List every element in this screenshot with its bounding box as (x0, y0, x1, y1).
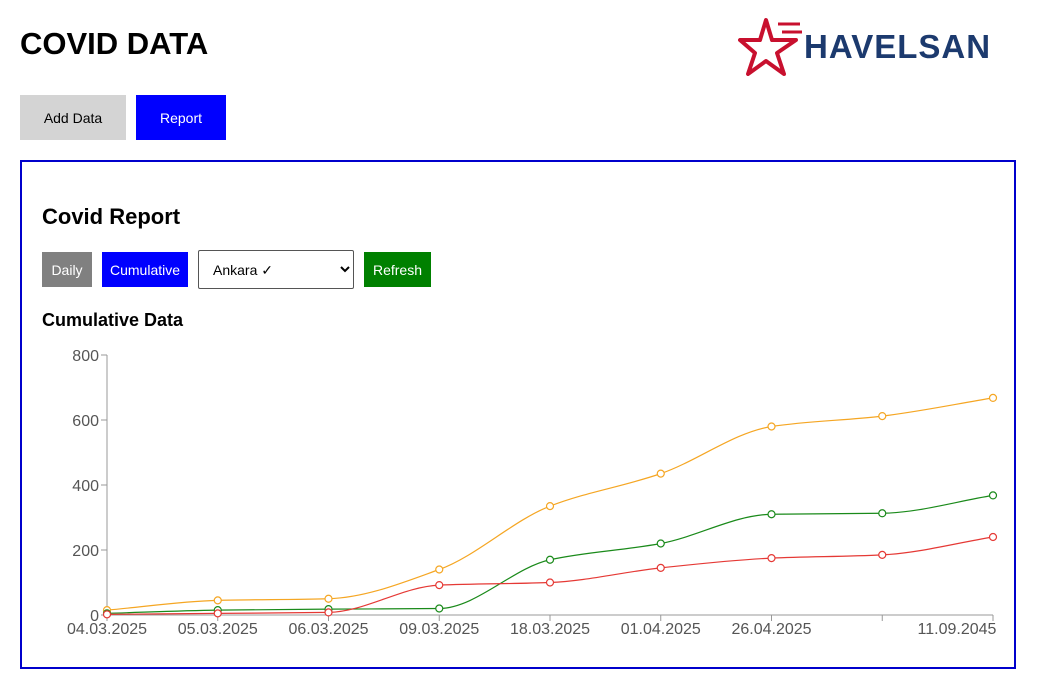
data-point (545, 502, 555, 511)
data-point (656, 469, 665, 478)
x-tick-label: 04.03.2025 (67, 621, 147, 638)
y-tick-label: 0 (90, 608, 99, 625)
report-panel: Covid Report Daily Cumulative Ankara ✓ R… (20, 160, 1016, 669)
data-point (435, 565, 444, 574)
data-point (878, 550, 887, 559)
data-point (435, 580, 444, 590)
add-data-button[interactable]: Add Data (20, 95, 126, 140)
data-point (435, 604, 444, 613)
cumulative-button[interactable]: Cumulative (102, 252, 188, 287)
report-title: Covid Report (42, 204, 181, 229)
x-tick-label: 01.04.2025 (621, 621, 701, 638)
data-point (878, 509, 887, 518)
refresh-button[interactable]: Refresh (364, 252, 431, 287)
x-tick-label: 09.03.2025 (399, 621, 479, 638)
data-point (656, 539, 665, 548)
logo-text: HAVELSAN (804, 28, 992, 65)
data-point (988, 393, 998, 402)
star-logo-icon (738, 18, 802, 76)
data-point (988, 491, 998, 500)
data-point (324, 608, 333, 617)
data-point (213, 609, 222, 618)
x-tick-label: 18.03.2025 (510, 621, 590, 638)
data-point (213, 596, 222, 605)
x-tick-label: 06.03.2025 (288, 621, 368, 638)
section-title: Cumulative Data (42, 310, 184, 330)
series-line-1 (106, 494, 994, 614)
x-tick-label: 26.04.2025 (731, 621, 811, 638)
data-point (988, 532, 998, 542)
data-point (767, 422, 776, 431)
daily-button[interactable]: Daily (42, 252, 92, 287)
y-tick-label: 600 (72, 413, 99, 430)
havelsan-logo: HAVELSAN (738, 16, 1008, 76)
data-point (878, 412, 887, 421)
data-point (102, 610, 112, 619)
data-point (767, 554, 776, 563)
page-title: COVID DATA (20, 26, 209, 61)
y-tick-label: 200 (72, 543, 99, 560)
data-point (545, 555, 555, 564)
y-tick-label: 400 (72, 478, 99, 495)
x-tick-label: 11.09.2045 (918, 621, 997, 638)
data-point (656, 563, 665, 572)
data-point (545, 578, 555, 587)
series-line-2 (106, 536, 994, 615)
x-tick-label: 05.03.2025 (178, 621, 258, 638)
data-point (767, 510, 776, 519)
report-button[interactable]: Report (136, 95, 226, 140)
y-tick-label: 800 (72, 348, 99, 365)
data-point (324, 594, 333, 603)
city-select[interactable]: Ankara ✓ (198, 250, 354, 289)
